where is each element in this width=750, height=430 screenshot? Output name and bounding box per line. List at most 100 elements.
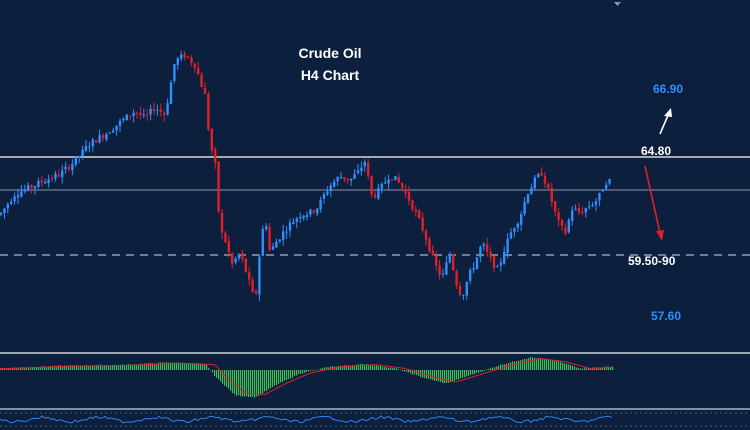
macd-bar: [586, 368, 588, 370]
candle: [601, 188, 604, 192]
macd-bar: [326, 367, 328, 370]
macd-bar: [88, 365, 90, 370]
candle: [190, 54, 193, 67]
macd-bar: [498, 365, 500, 370]
macd-bar: [344, 365, 346, 370]
candle: [418, 208, 421, 220]
macd-bar: [522, 359, 524, 370]
macd-bar: [550, 360, 552, 370]
candle: [258, 254, 261, 302]
candle-body: [367, 162, 370, 176]
candle-body: [27, 185, 30, 191]
candle-body: [258, 256, 261, 295]
candle: [356, 164, 360, 175]
candle-body: [404, 189, 407, 194]
macd-bar: [172, 362, 174, 370]
candle: [288, 218, 292, 237]
candle: [98, 129, 101, 144]
candle-body: [278, 239, 281, 242]
candle: [112, 127, 115, 134]
chart-title: Crude Oil: [298, 45, 361, 61]
candle-body: [78, 156, 81, 158]
macd-bar: [14, 367, 16, 370]
candle-body: [0, 212, 3, 215]
candle-body: [571, 210, 574, 221]
candle-body: [180, 54, 183, 59]
candle: [108, 131, 111, 134]
candle-body: [47, 179, 50, 184]
macd-bar: [600, 367, 602, 370]
macd-bar: [310, 370, 312, 371]
macd-bar: [520, 360, 522, 370]
candle: [598, 192, 601, 207]
candle-body: [295, 218, 298, 222]
macd-bar: [290, 370, 292, 379]
candle-body: [384, 182, 387, 184]
candle-body: [135, 112, 139, 114]
candle-body: [248, 272, 251, 280]
macd-bar: [282, 370, 284, 383]
macd-bar: [596, 367, 598, 370]
macd-bar: [130, 364, 132, 370]
candle-body: [57, 174, 60, 177]
candle: [448, 251, 451, 264]
candle-body: [237, 254, 241, 259]
macd-bar: [490, 368, 492, 370]
candle: [543, 171, 547, 188]
candle-body: [265, 226, 268, 230]
candle-body: [224, 233, 227, 243]
macd-bar: [458, 370, 460, 380]
macd-bar: [478, 370, 480, 373]
macd-bar: [378, 366, 380, 370]
macd-bar: [350, 365, 352, 370]
candle: [10, 198, 13, 206]
macd-bar: [566, 363, 568, 370]
candle: [312, 209, 315, 215]
candle-body: [20, 191, 23, 197]
macd-bar: [238, 370, 240, 396]
candle: [251, 276, 254, 293]
candle: [278, 238, 281, 244]
candle-body: [115, 125, 118, 131]
candle-body: [540, 172, 543, 176]
macd-bar: [188, 363, 190, 370]
candle-body: [598, 192, 601, 201]
macd-bar: [372, 365, 374, 370]
macd-bar: [390, 367, 392, 370]
macd-bar: [56, 365, 58, 370]
macd-bar: [16, 367, 18, 370]
candle: [231, 252, 234, 269]
macd-bar: [196, 363, 198, 370]
candle: [503, 246, 506, 265]
candle-body: [67, 166, 71, 170]
macd-bar: [436, 370, 438, 381]
candle-body: [81, 149, 84, 157]
macd-bar: [320, 368, 322, 370]
candle: [316, 208, 319, 217]
candle-body: [74, 156, 77, 165]
candle: [299, 212, 302, 224]
candle-body: [489, 252, 492, 258]
candle-body: [506, 238, 509, 253]
candle: [84, 140, 88, 153]
candle-body: [499, 262, 502, 266]
macd-bar: [416, 370, 418, 376]
macd-bar: [366, 364, 368, 370]
macd-bar: [258, 370, 260, 396]
candle: [424, 228, 428, 247]
candle-body: [193, 63, 196, 68]
candle-body: [285, 231, 288, 233]
macd-bar: [288, 370, 290, 379]
macd-bar: [108, 365, 110, 370]
candle-body: [472, 268, 475, 270]
candle-body: [64, 166, 67, 170]
candle: [581, 206, 584, 215]
macd-bar: [26, 367, 28, 370]
candle-body: [533, 177, 536, 189]
macd-bar: [452, 370, 454, 381]
candle: [486, 238, 489, 257]
candle-body: [509, 232, 513, 239]
macd-bar: [364, 364, 366, 370]
macd-bar: [354, 365, 356, 370]
candle-body: [401, 183, 404, 188]
